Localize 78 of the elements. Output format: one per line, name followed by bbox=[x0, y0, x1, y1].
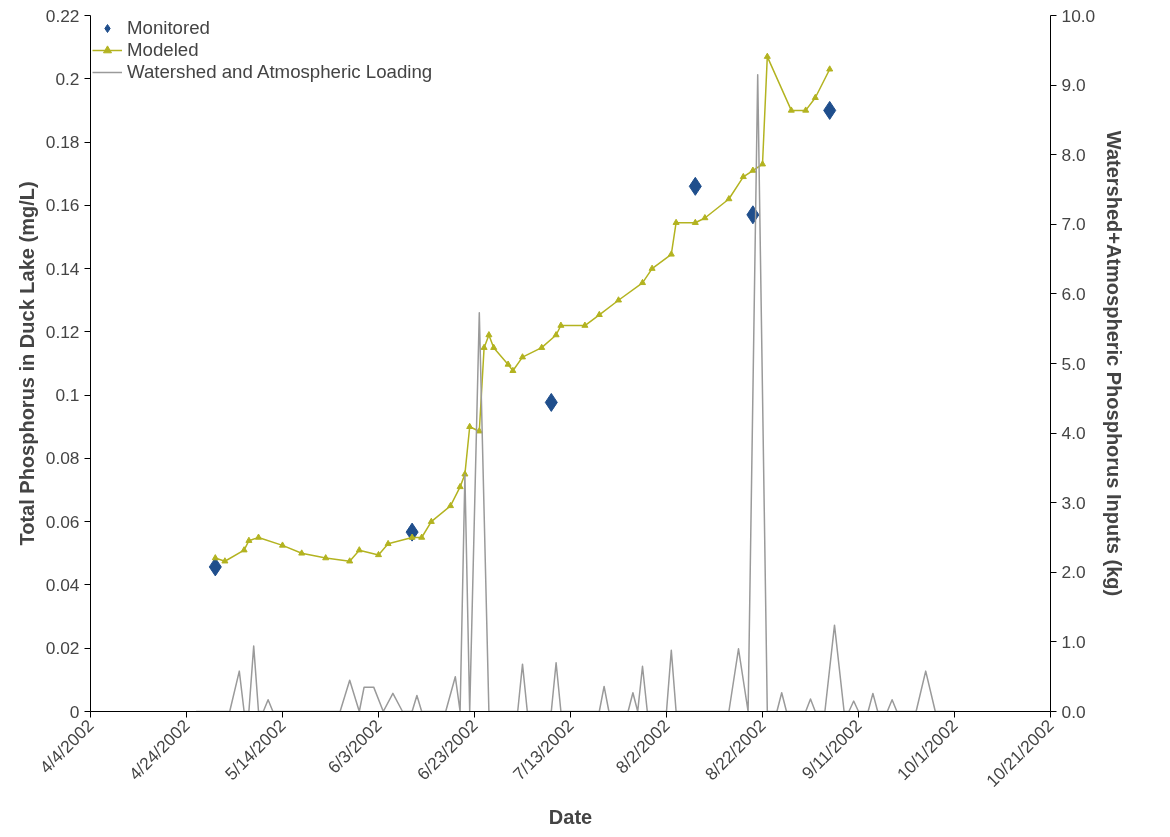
point bbox=[749, 166, 757, 173]
point bbox=[485, 331, 493, 338]
point bbox=[490, 343, 498, 350]
y-tick-label: 0.04 bbox=[45, 574, 80, 595]
legend-label: Monitored bbox=[127, 17, 210, 39]
y-tick-label: 0.02 bbox=[45, 638, 80, 659]
y2-tick-label: 4.0 bbox=[1061, 423, 1086, 444]
point bbox=[739, 172, 747, 180]
point bbox=[639, 278, 646, 286]
y2-tick-label: 7.0 bbox=[1061, 214, 1086, 235]
point bbox=[355, 546, 363, 553]
point bbox=[787, 106, 795, 113]
point bbox=[691, 218, 699, 225]
point bbox=[538, 343, 546, 350]
y2-axis-title: Watershed+Atmospheric Phosphorus Inputs (kg) bbox=[1103, 130, 1126, 597]
point bbox=[519, 353, 526, 360]
y2-tick-label: 5.0 bbox=[1061, 353, 1086, 374]
point bbox=[544, 392, 558, 412]
y2-tick-label: 0.0 bbox=[1061, 701, 1086, 722]
point bbox=[279, 541, 286, 548]
point bbox=[221, 557, 229, 564]
point bbox=[346, 557, 354, 564]
point bbox=[245, 536, 253, 543]
point bbox=[823, 100, 837, 120]
point bbox=[746, 205, 760, 225]
point bbox=[427, 517, 435, 524]
y-tick-label: 0.2 bbox=[55, 68, 80, 89]
y2-tick-label: 1.0 bbox=[1061, 631, 1086, 652]
point bbox=[208, 557, 222, 577]
y-tick-label: 0.1 bbox=[55, 385, 80, 406]
legend-label: Watershed and Atmospheric Loading bbox=[127, 61, 433, 83]
point bbox=[504, 360, 512, 367]
y-tick-label: 0.14 bbox=[45, 258, 80, 279]
point bbox=[648, 264, 656, 271]
point bbox=[581, 321, 589, 328]
y2-tick-label: 2.0 bbox=[1061, 562, 1086, 583]
point bbox=[322, 554, 330, 561]
y2-tick-label: 10.0 bbox=[1061, 5, 1096, 26]
point bbox=[418, 533, 426, 540]
point bbox=[595, 310, 603, 318]
point bbox=[763, 52, 771, 59]
point bbox=[255, 533, 262, 540]
y-tick-label: 0 bbox=[69, 701, 80, 722]
y2-tick-label: 9.0 bbox=[1061, 75, 1086, 96]
point bbox=[615, 296, 622, 303]
point bbox=[826, 65, 834, 72]
y-tick-label: 0.18 bbox=[45, 132, 80, 153]
point bbox=[480, 343, 488, 350]
point bbox=[667, 250, 675, 257]
y-tick-label: 0.16 bbox=[45, 195, 80, 216]
y-tick-label: 0.06 bbox=[45, 511, 80, 532]
y2-tick-label: 8.0 bbox=[1061, 144, 1086, 165]
point bbox=[557, 321, 565, 328]
point bbox=[725, 195, 733, 202]
point bbox=[375, 550, 382, 558]
y-tick-label: 0.12 bbox=[45, 321, 80, 342]
point bbox=[552, 331, 560, 338]
point bbox=[240, 546, 248, 553]
y2-tick-label: 3.0 bbox=[1061, 492, 1086, 513]
y-axis-title: Total Phosphorus in Duck Lake (mg/L) bbox=[15, 181, 38, 546]
point bbox=[701, 214, 709, 221]
point bbox=[298, 549, 306, 556]
point bbox=[672, 218, 680, 225]
point bbox=[384, 539, 392, 547]
point bbox=[811, 93, 819, 100]
y-tick-label: 0.08 bbox=[45, 448, 80, 469]
point bbox=[456, 482, 464, 490]
x-axis-title: Date bbox=[548, 805, 593, 828]
point bbox=[688, 176, 702, 196]
point bbox=[447, 501, 454, 509]
y2-tick-label: 6.0 bbox=[1061, 283, 1086, 304]
point bbox=[211, 554, 219, 561]
point bbox=[509, 366, 517, 374]
point bbox=[466, 422, 474, 429]
legend-label: Modeled bbox=[127, 39, 199, 61]
point bbox=[759, 160, 766, 167]
point bbox=[802, 106, 810, 113]
y-tick-label: 0.22 bbox=[45, 5, 80, 26]
